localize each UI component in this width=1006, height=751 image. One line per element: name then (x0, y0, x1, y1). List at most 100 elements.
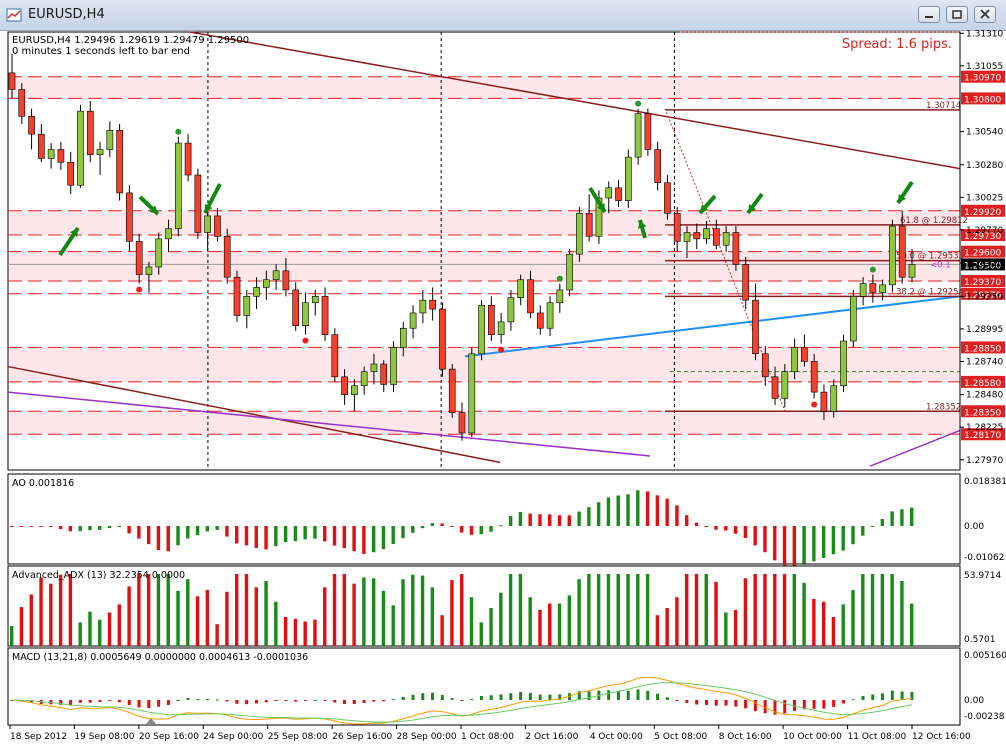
bear-candle (585, 213, 593, 237)
level-badge-label: 1.28580 (964, 379, 1001, 389)
adx-bar (371, 578, 376, 646)
time-tick-label: 11 Oct 08:00 (848, 732, 907, 742)
ao-bar (254, 526, 258, 549)
price-tick-label: 1.29770 (966, 226, 1003, 236)
indicator-tick-label: 0.005160 (964, 651, 1006, 661)
bull-candle (390, 347, 397, 385)
green-arrow-head (597, 203, 605, 212)
ao-bar (205, 526, 210, 532)
adx-bar (733, 609, 738, 646)
bear-candle (761, 353, 769, 378)
bull-candle (272, 270, 280, 281)
adx-bar (391, 605, 395, 646)
bull-candle (155, 238, 163, 268)
macd-histogram-bar (861, 695, 865, 700)
adx-bar (606, 574, 611, 646)
bear-candle (380, 363, 388, 385)
window-title: EURUSD,H4 (28, 7, 105, 22)
adx-bar (29, 594, 33, 646)
bear-candle (341, 376, 348, 395)
chart-area[interactable]: 1.30714 61.8 @ 1.29812 50.0 @ 1.29533 38.2 … (0, 30, 1006, 751)
macd-histogram-bar (343, 700, 347, 705)
macd-histogram-bar (802, 700, 806, 710)
ao-bar (685, 515, 689, 526)
adx-bar (753, 574, 757, 646)
ao-bar (802, 526, 806, 564)
adx-bar (821, 601, 826, 646)
bear-candle (135, 241, 143, 275)
adx-bar (10, 626, 14, 646)
adx-bar (303, 621, 307, 646)
ao-bar (225, 526, 229, 537)
ao-bar (146, 526, 151, 545)
zone-band (9, 251, 959, 282)
bull-candle (351, 385, 358, 395)
indicator-panel-background (7, 647, 961, 726)
macd-histogram-bar (841, 700, 845, 704)
bull-candle (399, 327, 407, 348)
macd-histogram-bar (616, 691, 620, 700)
restore-button[interactable] (946, 6, 968, 23)
macd-histogram-bar (274, 700, 278, 701)
macd-histogram-bar (685, 700, 689, 703)
bull-candle (889, 225, 896, 286)
restore-icon (952, 10, 962, 19)
indicator-panel-background (7, 473, 961, 565)
bull-candle (791, 347, 798, 372)
support-line (464, 295, 961, 358)
chart-window-icon (6, 8, 22, 22)
close-button[interactable] (974, 6, 996, 23)
macd-histogram-bar (470, 699, 474, 701)
ao-bar (195, 526, 200, 536)
ao-bar (606, 497, 611, 526)
bear-candle (439, 308, 446, 370)
ao-bar (861, 526, 865, 536)
ao-bar (78, 526, 82, 532)
ao-bar (469, 526, 474, 535)
fractal-down-dot (811, 401, 818, 408)
ao-bar (724, 526, 728, 531)
bull-candle (624, 156, 632, 201)
bear-candle (673, 213, 681, 242)
price-tick-label: 1.29510 (966, 259, 1003, 269)
adx-bar (704, 574, 708, 646)
level-badge (961, 341, 1005, 354)
adx-bar (205, 590, 210, 646)
green-arrow-head (700, 204, 709, 213)
adx-bar (313, 619, 317, 646)
bear-candle (57, 149, 65, 163)
macd-histogram-bar (607, 690, 611, 700)
adx-bar (538, 609, 542, 646)
adx-bar (274, 601, 278, 646)
ao-bar (743, 526, 748, 538)
ao-bar (88, 526, 92, 531)
timer-line: 0 minutes 1 seconds left to bar end (12, 46, 190, 57)
bull-candle (497, 321, 505, 335)
bull-candle (145, 266, 153, 275)
adx-bar (518, 574, 523, 646)
macd-histogram-bar (626, 690, 630, 700)
ao-bar (636, 490, 640, 526)
fib-label: 50.0 @ 1.29533 (896, 252, 964, 262)
adx-bar (332, 574, 337, 646)
adx-bar (577, 579, 581, 646)
purple-trend-line (7, 391, 651, 457)
price-tick-label: 1.30540 (966, 128, 1003, 138)
bear-candle (18, 89, 26, 117)
ao-bar (420, 526, 425, 529)
macd-histogram-bar (362, 700, 366, 704)
bull-candle (96, 149, 104, 155)
bear-candle (184, 142, 192, 176)
green-arrow-head (637, 220, 647, 229)
time-tick-label: 19 Sep 08:00 (74, 732, 134, 742)
ao-bar (362, 526, 366, 554)
adx-bar (195, 596, 200, 646)
ao-bar (29, 526, 33, 527)
macd-histogram-bar (528, 692, 532, 700)
ao-bar (812, 526, 816, 562)
level-badge (961, 229, 1005, 242)
macd-histogram-bar (881, 693, 885, 700)
level-badge (961, 204, 1005, 217)
minimize-button[interactable] (918, 6, 940, 23)
